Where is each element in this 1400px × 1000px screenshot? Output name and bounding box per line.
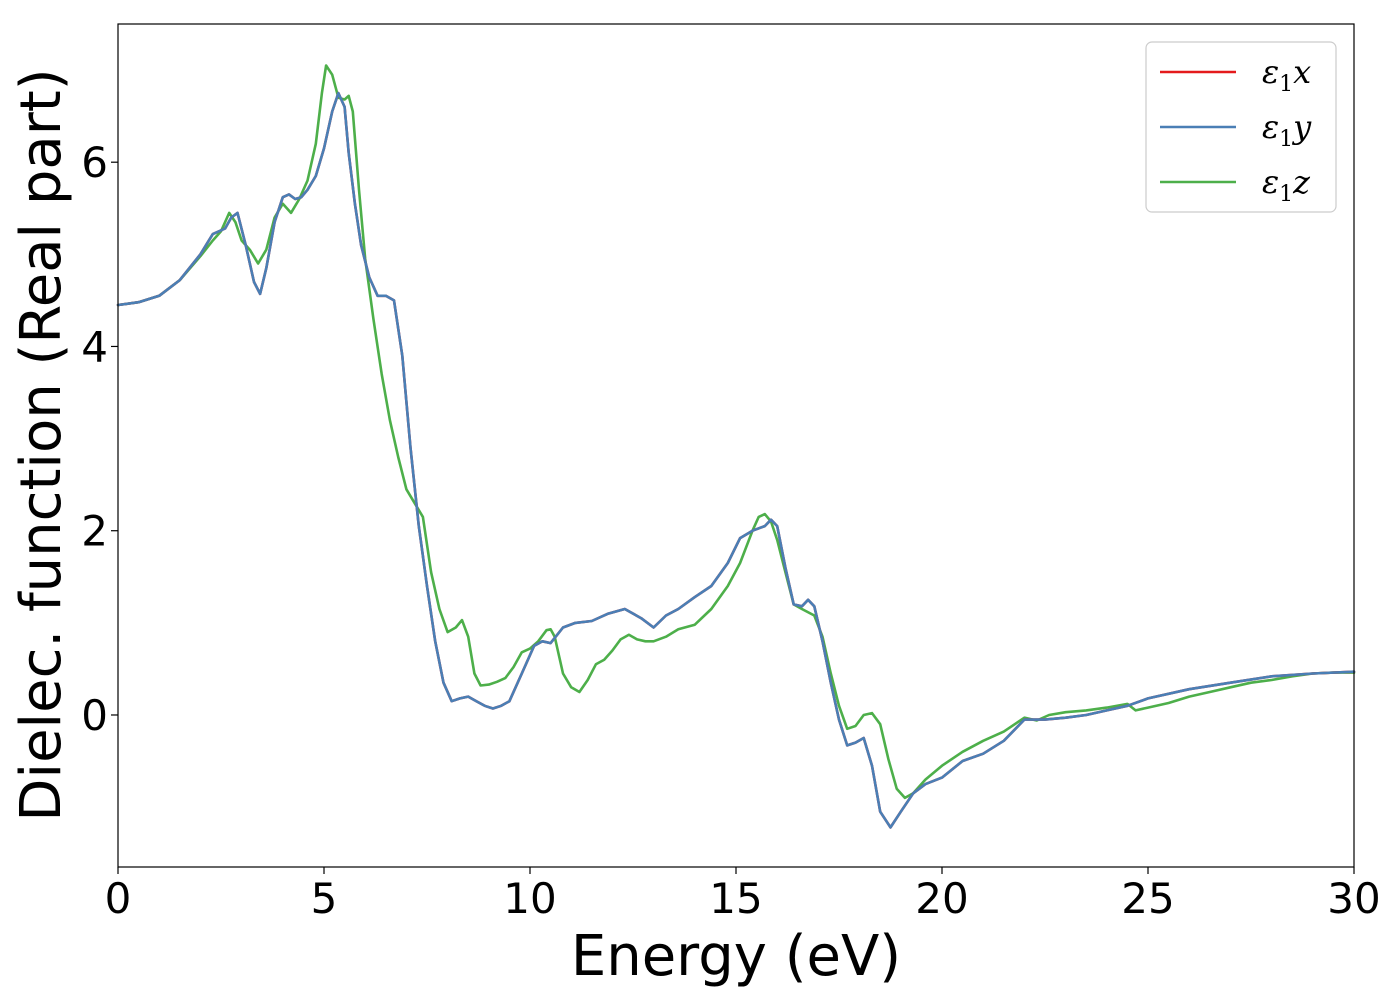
legend-label-y: ε1y — [1262, 108, 1312, 152]
legend-frame — [1145, 41, 1337, 213]
x-tick-label: 20 — [915, 874, 968, 923]
series-line-y — [116, 91, 1356, 829]
y-tick-label: 6 — [81, 138, 108, 187]
y-tick-label: 0 — [81, 691, 108, 740]
x-tick-label: 30 — [1327, 874, 1380, 923]
x-tick-label: 10 — [503, 874, 556, 923]
x-tick-label: 0 — [105, 874, 132, 923]
y-axis-label: Dielec. function (Real part) — [9, 68, 74, 821]
series-layer — [116, 64, 1356, 829]
x-tick-label: 5 — [311, 874, 338, 923]
x-tick-label: 15 — [709, 874, 762, 923]
x-axis-label: Energy (eV) — [571, 924, 901, 989]
legend-label-x: ε1x — [1262, 53, 1311, 97]
series-line-z — [116, 64, 1356, 800]
x-tick-label: 25 — [1121, 874, 1174, 923]
legend: ε1x ε1y ε1z — [1145, 41, 1337, 213]
y-tick-label: 4 — [81, 322, 108, 371]
y-tick-label: 2 — [81, 507, 108, 556]
ticks-layer: 0 5 10 15 20 25 30 0 2 4 6 — [81, 138, 1380, 923]
legend-label-z: ε1z — [1262, 163, 1311, 207]
